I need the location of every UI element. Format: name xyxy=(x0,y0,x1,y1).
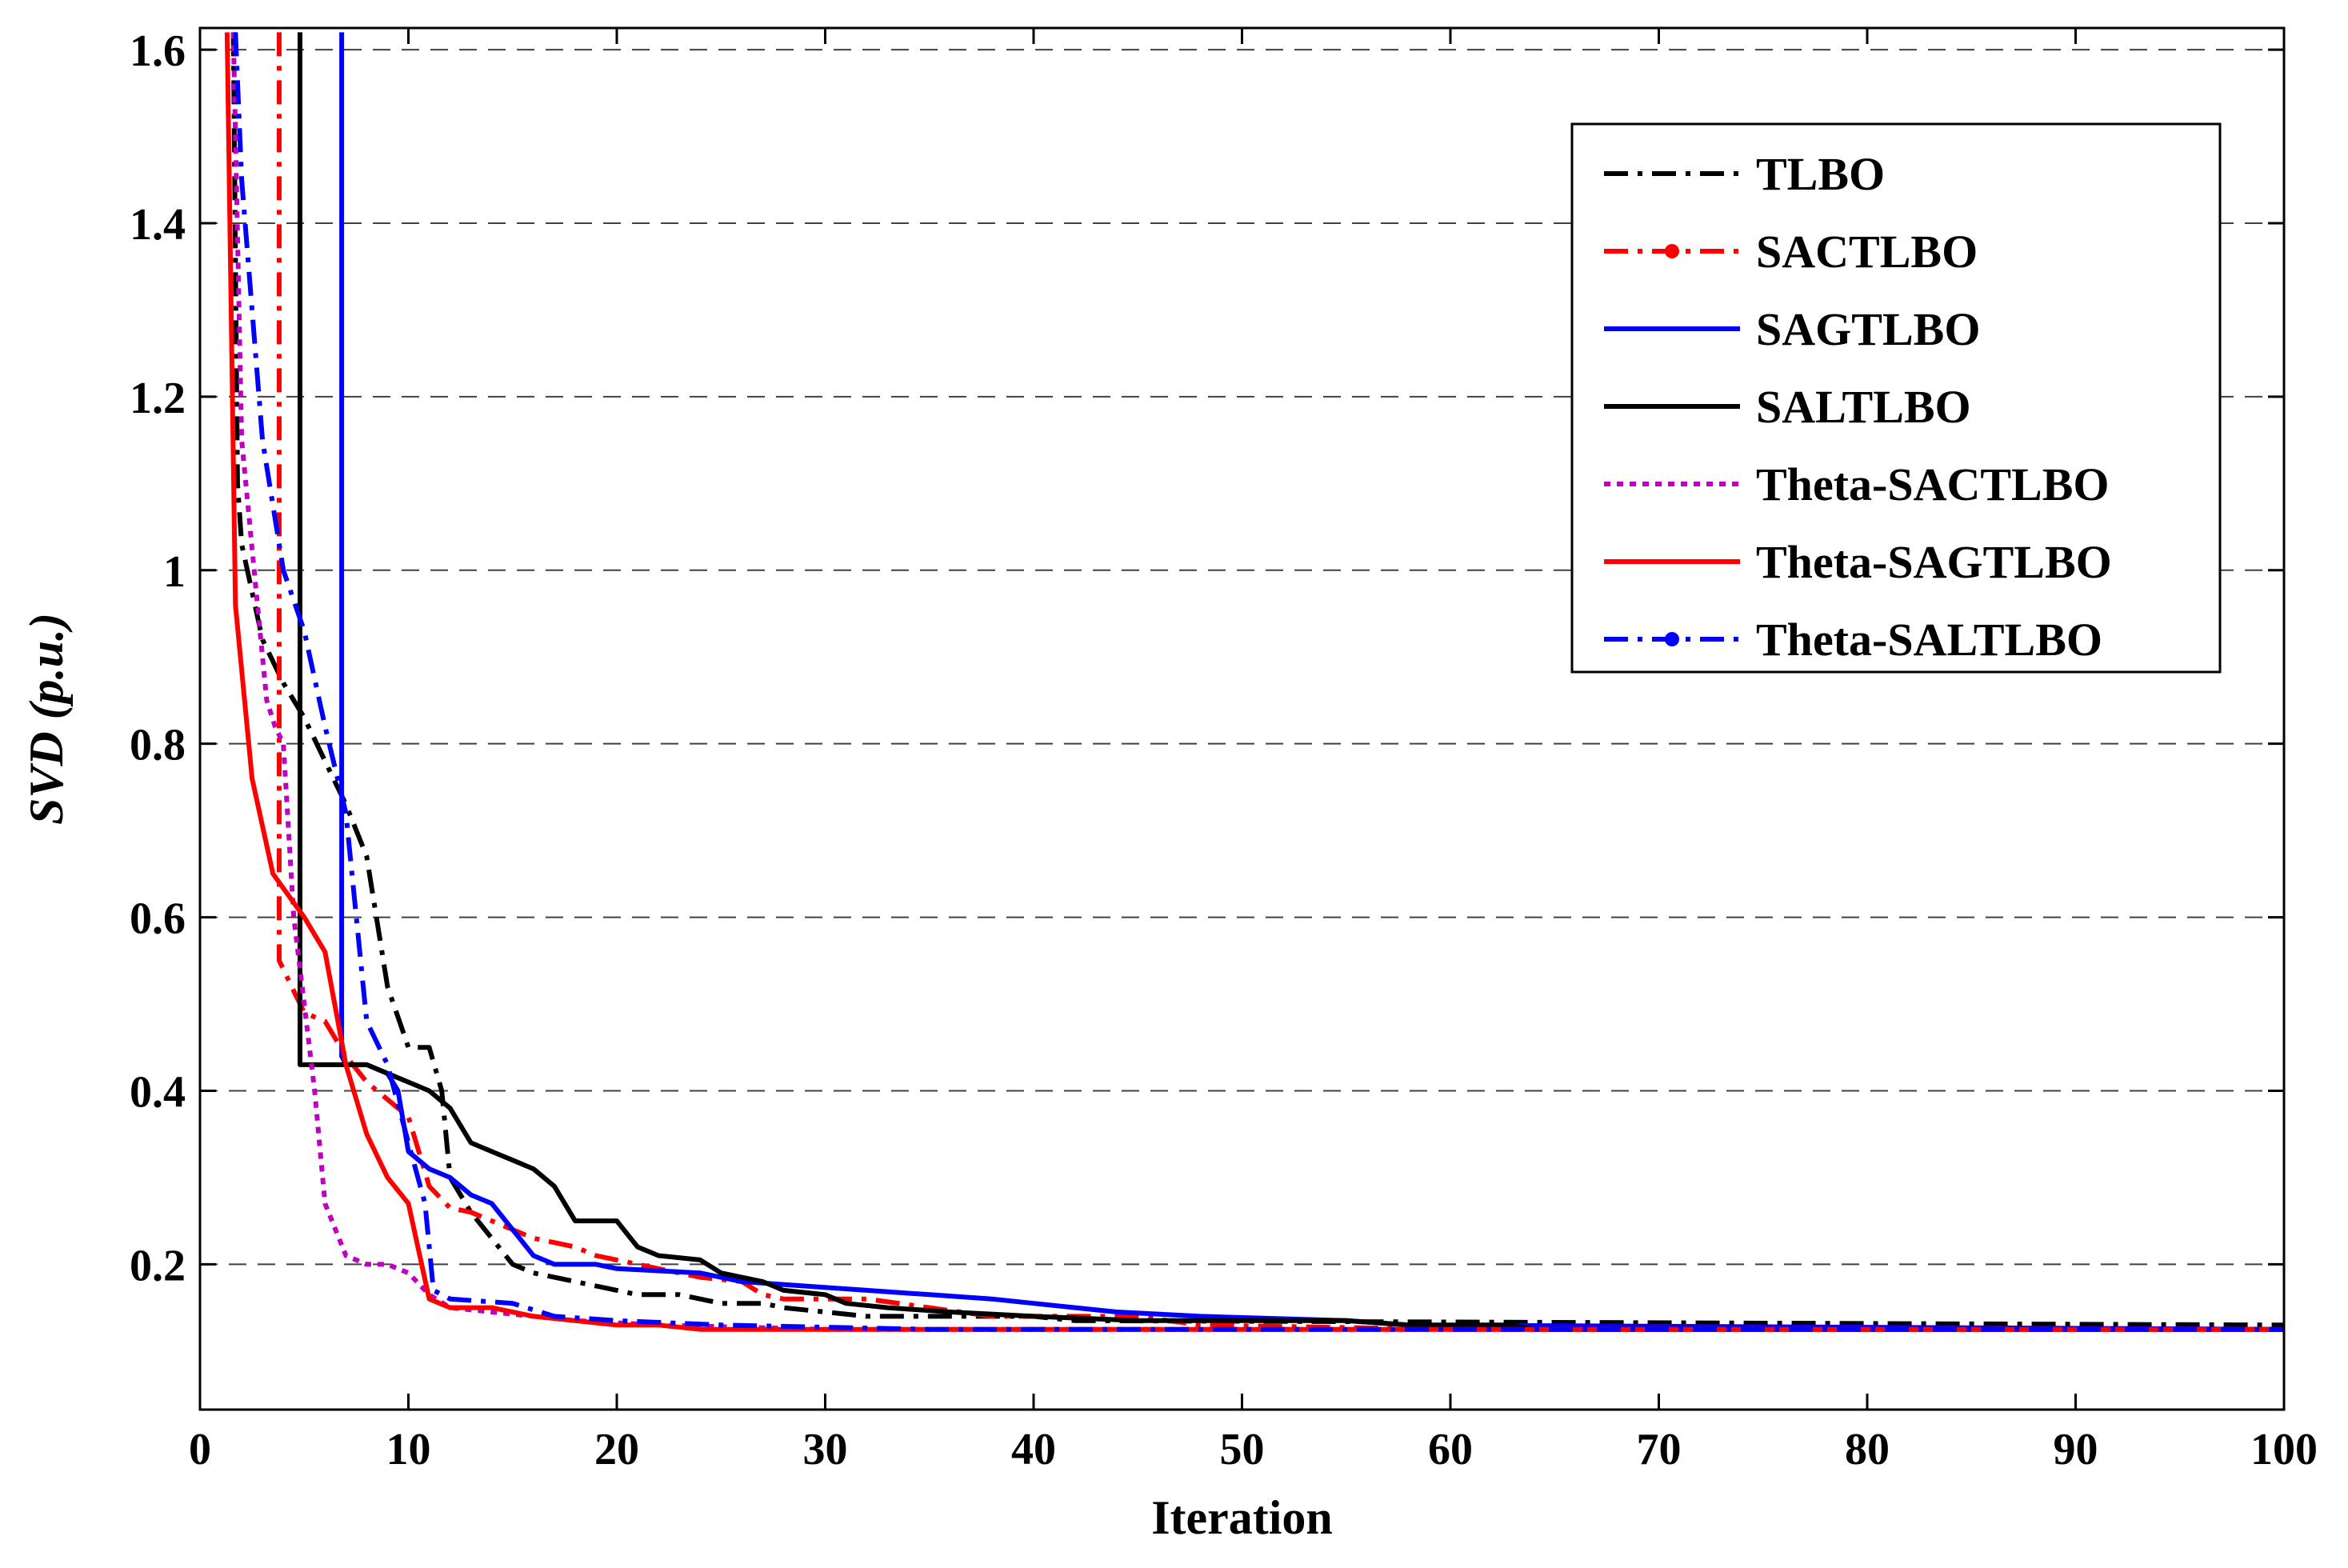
x-tick-label: 50 xyxy=(1220,1425,1265,1474)
y-axis-title-unit: (p.u.) xyxy=(20,613,73,719)
x-tick-label: 80 xyxy=(1845,1425,1890,1474)
y-tick-label: 1.6 xyxy=(130,26,186,76)
y-tick-label: 0.2 xyxy=(130,1241,186,1290)
legend-label-theta-sactlbo: Theta-SACTLBO xyxy=(1756,458,2110,510)
y-tick-label: 1.4 xyxy=(130,200,186,250)
x-axis-title: Iteration xyxy=(1151,1491,1333,1544)
x-tick-label: 60 xyxy=(1428,1425,1473,1474)
legend-label-theta-saltlbo: Theta-SALTLBO xyxy=(1756,614,2102,666)
legend-box xyxy=(1570,122,2222,674)
y-tick-label: 0.8 xyxy=(130,721,186,770)
legend-label-sagtlbo: SAGTLBO xyxy=(1756,303,1980,355)
legend-marker-theta-saltlbo xyxy=(1665,632,1679,646)
x-tick-label: 40 xyxy=(1011,1425,1056,1474)
series-line-theta-sactlbo xyxy=(230,32,2284,1332)
series-line-theta-saltlbo xyxy=(233,32,2284,1332)
series-line-theta-sagtlbo xyxy=(224,32,2284,1332)
x-tick-label: 20 xyxy=(594,1425,639,1474)
series-line-tlbo xyxy=(230,32,2284,1328)
x-tick-label: 30 xyxy=(803,1425,848,1474)
y-axis-title-main: SVD xyxy=(20,719,73,825)
axis-ticks: 0 10 20 30 40 50 60 70 80 90 100 0.2 0.4 0.6 0.8 1 1.2 1.… xyxy=(130,26,2318,1474)
legend-label-tlbo: TLBO xyxy=(1756,148,1885,200)
legend-marker-sactlbo xyxy=(1665,244,1679,258)
x-tick-label: 0 xyxy=(189,1425,211,1474)
legend: TLBO SACTLBO SAGTLBO SALTLBO Theta-SACTLBO Th… xyxy=(1570,122,2222,674)
legend-label-saltlbo: SALTLBO xyxy=(1756,381,1971,433)
series-line-saltlbo xyxy=(298,32,2284,1332)
x-tick-label: 10 xyxy=(386,1425,431,1474)
x-tick-label: 90 xyxy=(2054,1425,2098,1474)
series-line-sagtlbo xyxy=(339,32,2284,1332)
legend-label-sactlbo: SACTLBO xyxy=(1756,226,1978,278)
y-tick-label: 1.2 xyxy=(130,374,186,423)
x-tick-label: 100 xyxy=(2250,1425,2318,1474)
y-tick-label: 0.6 xyxy=(130,894,186,944)
y-tick-label: 0.4 xyxy=(130,1067,186,1117)
y-tick-label: 1 xyxy=(163,547,186,597)
legend-label-theta-sagtlbo: Theta-SAGTLBO xyxy=(1756,536,2112,588)
y-axis-title: SVD (p.u.) xyxy=(20,613,73,825)
series-lines xyxy=(224,32,2284,1332)
x-tick-label: 70 xyxy=(1637,1425,1682,1474)
